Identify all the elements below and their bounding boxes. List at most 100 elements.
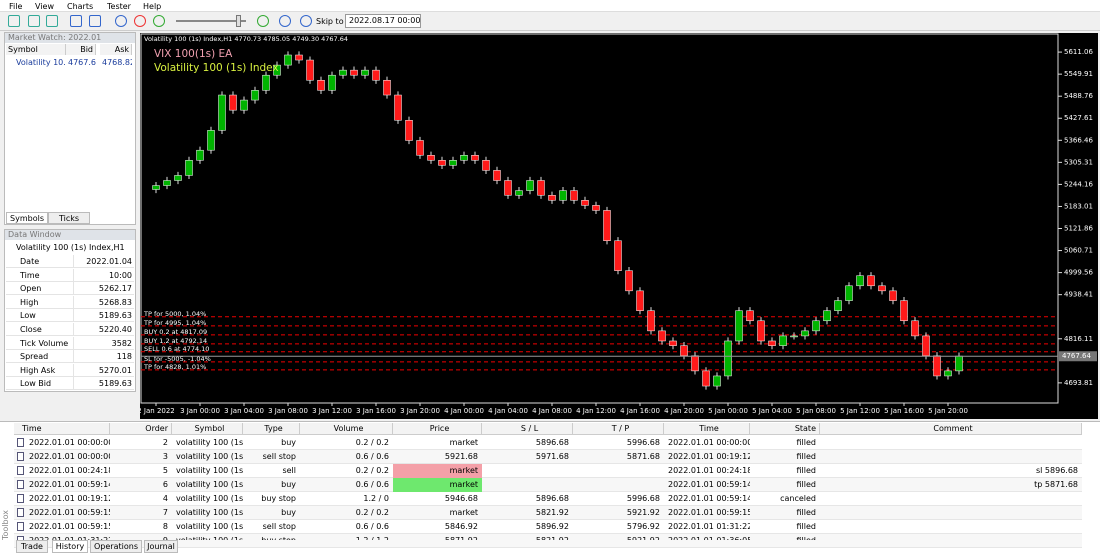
table-row[interactable]: [14, 520, 1082, 534]
bottom-tab[interactable]: History: [52, 540, 88, 553]
x-tick-label: 3 Jan 00:00: [180, 407, 220, 415]
candle-body: [361, 69, 369, 76]
candle-body: [471, 155, 479, 161]
bottom-tab[interactable]: Trade: [16, 540, 48, 553]
toolbar-button[interactable]: [279, 15, 291, 27]
data-value: 10:00: [74, 269, 134, 282]
column-header[interactable]: Symbol: [172, 423, 243, 435]
toolbar-button[interactable]: [46, 15, 58, 27]
candle-body: [691, 355, 699, 372]
candle-body: [933, 355, 941, 377]
column-header[interactable]: T / P: [573, 423, 664, 435]
menu-item[interactable]: Tester: [107, 2, 131, 11]
table-cell: 5921.92: [573, 534, 664, 540]
table-cell: buy: [281, 480, 296, 489]
menu-item[interactable]: View: [35, 2, 54, 11]
table-cell: filled: [796, 466, 816, 475]
toolbar-button[interactable]: [153, 15, 165, 27]
table-row[interactable]: [14, 464, 1082, 478]
table-cell: volatility 100 (1s) ...: [176, 438, 243, 447]
x-tick-label: 3 Jan 20:00: [400, 407, 440, 415]
speed-slider[interactable]: [176, 20, 246, 22]
candle-body: [339, 69, 347, 76]
table-row[interactable]: [14, 534, 1082, 548]
column-header[interactable]: Price: [393, 423, 482, 435]
panel-tab[interactable]: Symbols: [6, 212, 48, 224]
candle-body: [581, 200, 589, 206]
table-cell: filled: [796, 508, 816, 517]
market-cell[interactable]: Volatility 10...: [16, 58, 66, 67]
candle-body: [449, 160, 457, 166]
toolbar-button[interactable]: [8, 15, 20, 27]
slider-thumb[interactable]: [236, 15, 241, 27]
panel-tab[interactable]: Ticks: [48, 212, 90, 224]
table-cell: 5996.68: [626, 438, 660, 447]
toolbar-button[interactable]: [115, 15, 127, 27]
toolbar: [0, 12, 1100, 31]
x-tick-label: 5 Jan 04:00: [752, 407, 792, 415]
column-header[interactable]: Time: [664, 423, 750, 435]
table-cell: 2022.01.01 00:00:00: [29, 452, 110, 461]
candle-body: [845, 285, 853, 301]
table-row[interactable]: [14, 450, 1082, 464]
column-header[interactable]: S / L: [482, 423, 573, 435]
column-header[interactable]: Comment: [820, 423, 1082, 435]
toolbar-button[interactable]: [28, 15, 40, 27]
market-cell[interactable]: 4767.64: [68, 58, 96, 67]
column-header[interactable]: Order: [110, 423, 172, 435]
x-tick-label: 5 Jan 20:00: [928, 407, 968, 415]
toolbar-button[interactable]: [257, 15, 269, 27]
candle-body: [548, 195, 556, 201]
candle-body: [768, 340, 776, 346]
x-tick-label: 5 Jan 16:00: [884, 407, 924, 415]
level-label: SL for -5005, -1.04%: [144, 355, 211, 363]
x-tick-label: 4 Jan 20:00: [664, 407, 704, 415]
candle-body: [284, 54, 292, 66]
table-row[interactable]: [14, 506, 1082, 520]
toolbar-button[interactable]: [89, 15, 101, 27]
menu-item[interactable]: Help: [143, 2, 162, 11]
table-cell: 2022.01.01 00:00:00: [668, 438, 750, 447]
toolbar-button[interactable]: [70, 15, 82, 27]
bottom-tab[interactable]: Operations: [90, 540, 142, 553]
date-box[interactable]: 2022.08.17 00:00: [345, 14, 421, 28]
candle-body: [394, 94, 402, 121]
level-label: TP for 4995, 1.04%: [143, 319, 206, 327]
table-cell: 2022.01.01 01:31:22: [668, 522, 750, 531]
toolbar-button[interactable]: [300, 15, 312, 27]
toolbar-button[interactable]: [134, 15, 146, 27]
table-cell: 5896.92: [535, 522, 569, 531]
column-header: Bid: [66, 44, 96, 55]
data-label: Open: [6, 282, 74, 296]
table-cell: 5996.68: [626, 494, 660, 503]
column-header[interactable]: Volume: [300, 423, 393, 435]
table-cell: 0.2 / 0.2: [355, 508, 389, 517]
table-cell: market: [449, 438, 478, 447]
menu-item[interactable]: File: [9, 2, 23, 11]
column-header[interactable]: Time: [14, 423, 110, 435]
table-cell: market: [393, 478, 482, 492]
table-cell: buy stop: [243, 534, 300, 540]
x-tick-label: 2 Jan 2022: [140, 407, 175, 415]
data-label: High: [6, 295, 74, 309]
column-header[interactable]: State: [750, 423, 820, 435]
table-cell: buy: [281, 438, 296, 447]
table-cell: sl 5896.68: [1035, 466, 1078, 475]
y-tick-label: 4999.56: [1064, 269, 1093, 277]
menu-item[interactable]: Charts: [67, 2, 94, 11]
order-icon: [17, 522, 24, 531]
table-row[interactable]: [14, 492, 1082, 506]
table-row[interactable]: [14, 436, 1082, 450]
table-cell: 5921.68: [444, 452, 478, 461]
level-label: TP for 4828, 1.01%: [143, 363, 206, 371]
table-cell: canceled: [780, 494, 816, 503]
data-value: 5189.63: [74, 309, 134, 323]
market-cell[interactable]: 4768.82: [102, 58, 132, 67]
table-cell: 0.6 / 0.6: [355, 522, 389, 531]
table-row[interactable]: [14, 478, 1082, 492]
table-cell: 2022.01.01 00:24:18: [29, 466, 110, 475]
data-label: Low Bid: [6, 377, 74, 391]
column-header[interactable]: Type: [243, 423, 300, 435]
table-cell: 8: [162, 522, 168, 531]
bottom-tab[interactable]: Journal: [144, 540, 178, 553]
